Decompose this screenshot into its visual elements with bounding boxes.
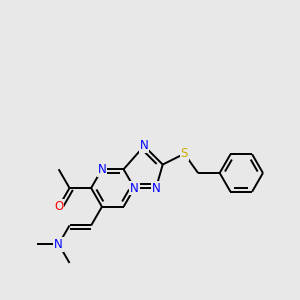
Text: N: N <box>152 182 160 194</box>
Text: N: N <box>140 140 148 152</box>
Text: N: N <box>98 163 106 176</box>
Text: S: S <box>181 147 188 160</box>
Text: O: O <box>54 200 63 213</box>
Text: N: N <box>54 238 63 251</box>
Text: N: N <box>130 182 139 194</box>
